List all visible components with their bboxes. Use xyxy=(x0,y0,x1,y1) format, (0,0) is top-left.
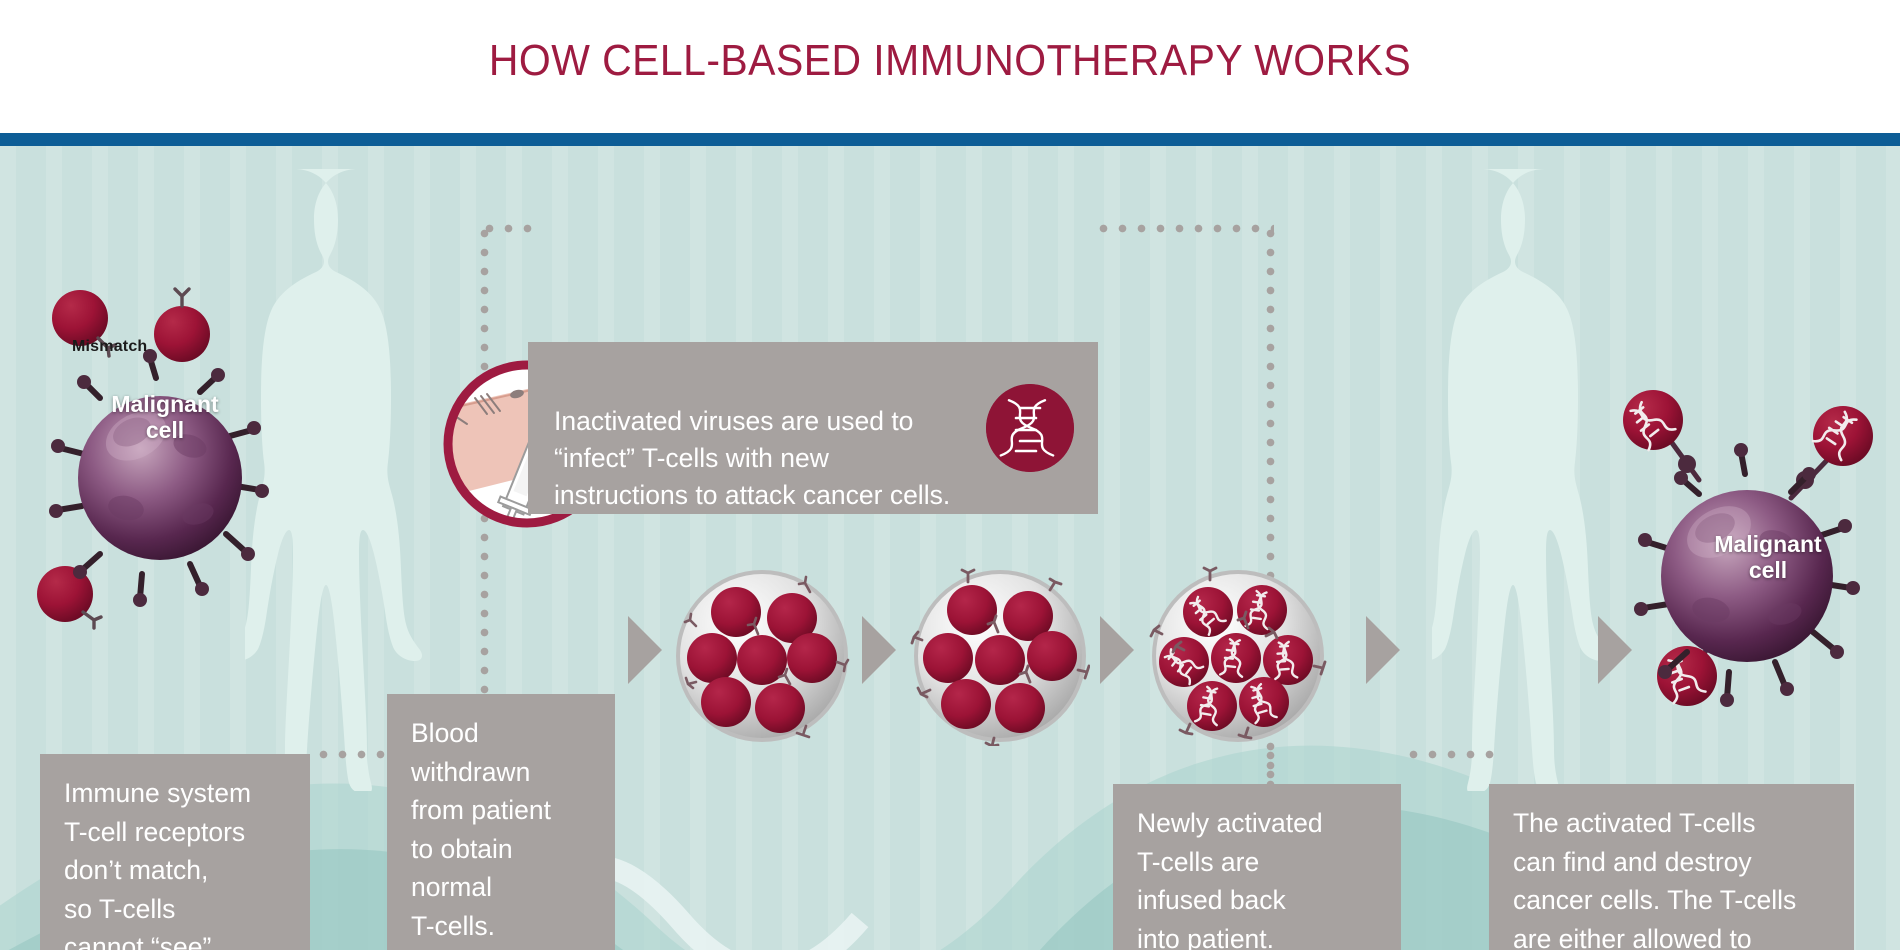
header-rule xyxy=(0,133,1900,146)
tcell-free-1 xyxy=(52,290,117,358)
malignant-receptor-knobs-left xyxy=(49,349,269,607)
dotted-connector-top-left xyxy=(480,224,536,233)
malignant-cell-body-left xyxy=(78,396,242,560)
malignant-cell-group-right xyxy=(1623,390,1873,707)
arrow-right-5 xyxy=(1598,616,1632,684)
callout-virus-text: Inactivated viruses are used to “infect”… xyxy=(554,406,951,510)
tcell-cluster-1 xyxy=(676,570,850,742)
tcell-cluster-2 xyxy=(910,568,1090,746)
mismatch-label: Mismatch xyxy=(72,338,148,355)
engineered-tcell-1 xyxy=(1623,390,1683,452)
tcell-free-3 xyxy=(37,566,103,630)
malignant-cell-body-right xyxy=(1661,490,1833,662)
page-title: HOW CELL-BASED IMMUNOTHERAPY WORKS xyxy=(488,36,1412,85)
dotted-connector-top-right xyxy=(1094,224,1274,233)
dna-marks xyxy=(1163,589,1299,727)
callout-newly: Newly activated T-cells are infused back… xyxy=(1113,784,1401,950)
malignant-cell-group-left xyxy=(37,287,269,630)
arrow-right-1 xyxy=(628,616,662,684)
engineered-tcell-2 xyxy=(1811,406,1873,466)
dotted-connector-immune-to-patient xyxy=(314,750,394,759)
patient-silhouette-left xyxy=(245,169,423,791)
tcell-free-2 xyxy=(154,287,210,362)
callout-immune: Immune system T-cell receptors don’t mat… xyxy=(40,754,310,950)
cluster-receptors-1 xyxy=(683,575,850,739)
callout-blood: Blood withdrawn from patient to obtain n… xyxy=(387,694,615,950)
dna-helix-icon xyxy=(986,384,1074,472)
cluster-receptors-3 xyxy=(1149,566,1327,740)
arrow-right-3 xyxy=(1100,616,1134,684)
dotted-connector-right-vertical xyxy=(1266,224,1275,789)
cluster-receptors-2 xyxy=(910,568,1090,746)
patient-silhouette-right xyxy=(1432,169,1610,791)
callout-destroy: The activated T-cells can find and destr… xyxy=(1489,784,1854,950)
arrow-right-4 xyxy=(1366,616,1400,684)
diagram-canvas: Mismatch Malignant cell xyxy=(0,146,1900,950)
header: HOW CELL-BASED IMMUNOTHERAPY WORKS xyxy=(0,0,1900,133)
arrow-right-2 xyxy=(862,616,896,684)
infusion-drip-dots xyxy=(1266,746,1275,790)
callout-virus: Inactivated viruses are used to “infect”… xyxy=(528,342,1098,514)
cluster-cells-2 xyxy=(923,585,1077,733)
tcell-cluster-3-dna xyxy=(1149,566,1327,742)
dotted-connector-newly-to-patient xyxy=(1404,750,1494,759)
cluster-cells-1 xyxy=(687,587,837,733)
